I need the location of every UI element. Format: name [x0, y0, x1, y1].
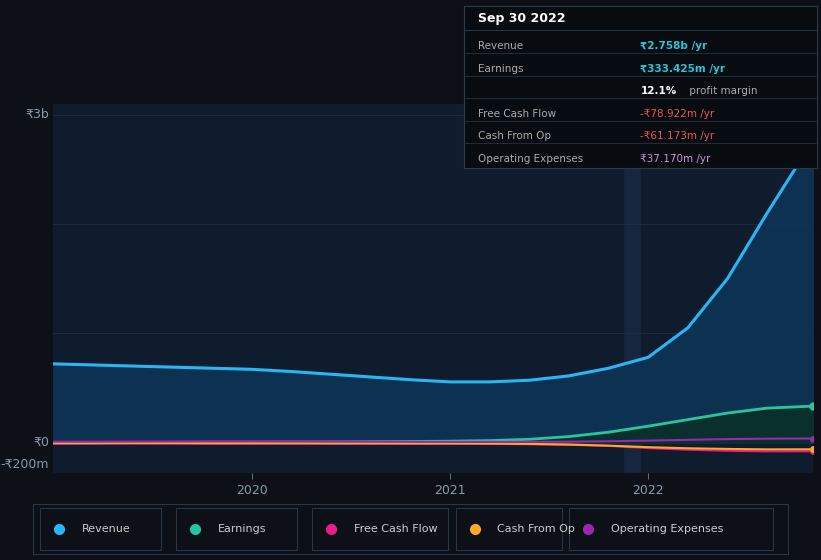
Bar: [569, 508, 773, 550]
Text: 12.1%: 12.1%: [640, 86, 677, 96]
Bar: [312, 508, 448, 550]
Text: ₹333.425m /yr: ₹333.425m /yr: [640, 64, 726, 74]
Text: Revenue: Revenue: [82, 524, 131, 534]
Text: ₹2.758b /yr: ₹2.758b /yr: [640, 41, 708, 51]
Text: ₹3b: ₹3b: [25, 108, 49, 121]
Text: ₹0: ₹0: [34, 436, 49, 449]
Bar: [40, 508, 161, 550]
Text: -₹78.922m /yr: -₹78.922m /yr: [640, 109, 714, 119]
Text: Earnings: Earnings: [478, 64, 524, 74]
Text: Sep 30 2022: Sep 30 2022: [478, 12, 566, 25]
Bar: [456, 508, 562, 550]
Text: Cash From Op: Cash From Op: [498, 524, 576, 534]
Text: ₹37.170m /yr: ₹37.170m /yr: [640, 154, 711, 164]
Text: Operating Expenses: Operating Expenses: [478, 154, 583, 164]
Bar: [177, 508, 297, 550]
Text: Cash From Op: Cash From Op: [478, 132, 551, 142]
Text: Earnings: Earnings: [218, 524, 266, 534]
Text: -₹61.173m /yr: -₹61.173m /yr: [640, 132, 714, 142]
Text: Revenue: Revenue: [478, 41, 523, 51]
Text: Free Cash Flow: Free Cash Flow: [478, 109, 556, 119]
Text: Free Cash Flow: Free Cash Flow: [354, 524, 438, 534]
Text: Operating Expenses: Operating Expenses: [611, 524, 723, 534]
Text: profit margin: profit margin: [686, 86, 758, 96]
Text: -₹200m: -₹200m: [1, 458, 49, 471]
